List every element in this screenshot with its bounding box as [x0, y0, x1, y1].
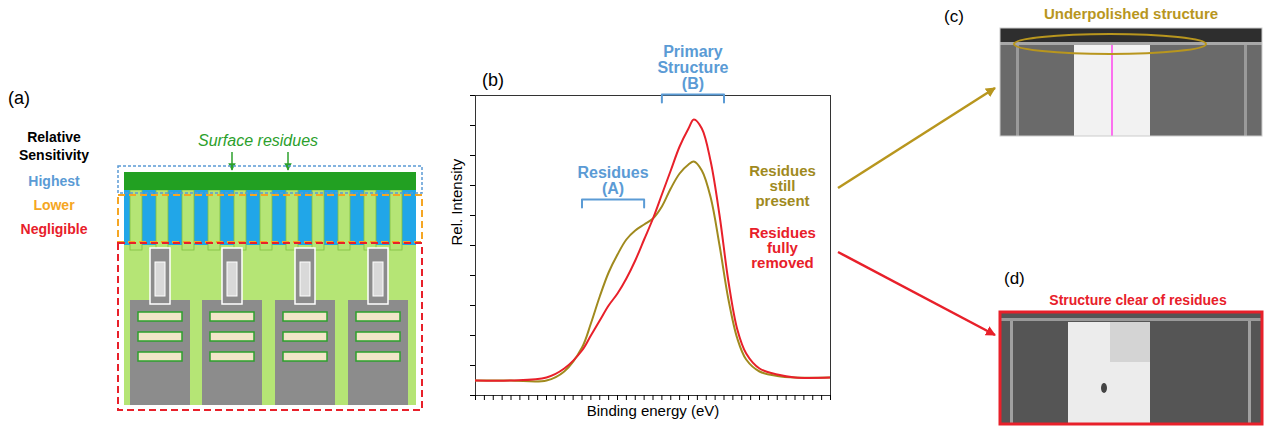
svg-text:Structure clear of residues: Structure clear of residues [1049, 292, 1227, 308]
svg-text:Rel. Intensity: Rel. Intensity [448, 158, 465, 245]
svg-text:Relative: Relative [27, 129, 81, 145]
svg-text:Sensitivity: Sensitivity [19, 147, 89, 163]
svg-text:Underpolished structure: Underpolished structure [1044, 5, 1218, 22]
svg-text:PrimaryStructure(B): PrimaryStructure(B) [657, 43, 728, 92]
svg-text:(d): (d) [1004, 269, 1025, 288]
html-text:(b): (b) [482, 70, 504, 90]
svg-text:Residues(A): Residues(A) [577, 164, 648, 197]
svg-text:(c): (c) [944, 7, 964, 26]
svg-text:Residuesfullyremoved: Residuesfullyremoved [749, 224, 816, 271]
svg-text:Negligible: Negligible [21, 221, 88, 237]
svg-text:Lower: Lower [33, 197, 75, 213]
svg-text:Binding energy (eV): Binding energy (eV) [587, 402, 720, 419]
svg-text:Highest: Highest [28, 173, 80, 189]
svg-text:Residuesstillpresent: Residuesstillpresent [749, 162, 816, 209]
svg-text:(a): (a) [8, 88, 30, 108]
svg-text:Surface residues: Surface residues [198, 132, 318, 149]
